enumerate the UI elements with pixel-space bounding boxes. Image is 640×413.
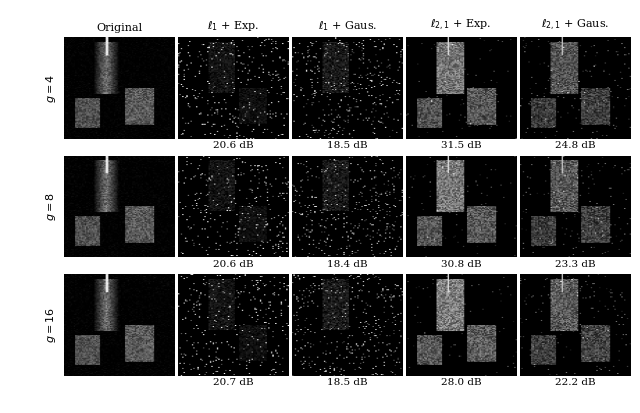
Text: $\ell_1$ + Exp.: $\ell_1$ + Exp. bbox=[207, 19, 259, 33]
Text: $g = 4$: $g = 4$ bbox=[44, 74, 58, 103]
Text: $g = 8$: $g = 8$ bbox=[44, 192, 58, 221]
Text: 18.5 dB: 18.5 dB bbox=[327, 378, 367, 387]
Text: 18.4 dB: 18.4 dB bbox=[327, 259, 367, 268]
Text: $\ell_{2,1}$ + Gaus.: $\ell_{2,1}$ + Gaus. bbox=[541, 18, 609, 33]
Text: $\ell_{2,1}$ + Exp.: $\ell_{2,1}$ + Exp. bbox=[431, 18, 492, 33]
Text: 23.3 dB: 23.3 dB bbox=[555, 259, 595, 268]
Text: 24.8 dB: 24.8 dB bbox=[555, 141, 595, 150]
Text: 22.2 dB: 22.2 dB bbox=[555, 378, 595, 387]
Text: 18.5 dB: 18.5 dB bbox=[327, 141, 367, 150]
Text: $g = 16$: $g = 16$ bbox=[44, 307, 58, 343]
Text: 20.6 dB: 20.6 dB bbox=[213, 259, 253, 268]
Text: Original: Original bbox=[96, 23, 143, 33]
Text: 28.0 dB: 28.0 dB bbox=[441, 378, 481, 387]
Text: 20.6 dB: 20.6 dB bbox=[213, 141, 253, 150]
Text: 20.7 dB: 20.7 dB bbox=[213, 378, 253, 387]
Text: 31.5 dB: 31.5 dB bbox=[441, 141, 481, 150]
Text: $\ell_1$ + Gaus.: $\ell_1$ + Gaus. bbox=[317, 19, 377, 33]
Text: 30.8 dB: 30.8 dB bbox=[441, 259, 481, 268]
